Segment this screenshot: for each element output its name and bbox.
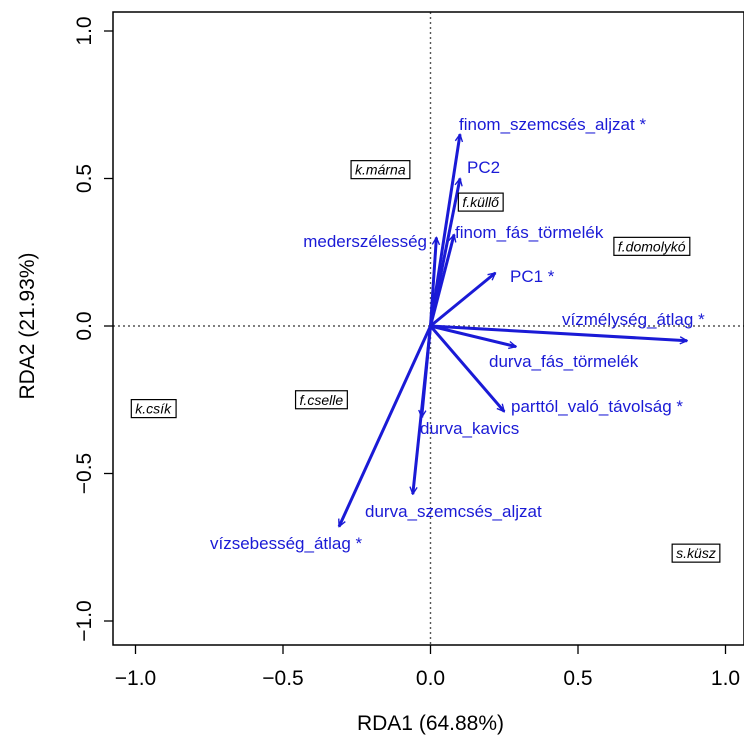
svg-text:f.küllő: f.küllő xyxy=(462,194,499,210)
y-tick-label: 0.0 xyxy=(73,311,96,340)
arrow-medersz-less-g xyxy=(429,238,437,327)
site-label: f.küllő xyxy=(457,192,504,212)
y-tick-label: −0.5 xyxy=(73,453,96,494)
svg-text:k.márna: k.márna xyxy=(355,162,406,178)
x-axis-label: RDA1 (64.88%) xyxy=(357,712,504,735)
y-tick-label: 1.0 xyxy=(73,16,96,45)
arrow-partt-l-val-t-vols-g xyxy=(429,325,506,412)
arrow-v-zsebess-g-tlag xyxy=(337,325,432,527)
svg-text:k.csík: k.csík xyxy=(135,401,172,417)
arrow-label: finom_szemcsés_aljzat * xyxy=(459,115,646,134)
svg-text:f.domolykó: f.domolykó xyxy=(618,238,686,254)
arrow-durva-szemcs-s-aljzat xyxy=(413,325,432,494)
arrow-label: mederszélesség xyxy=(303,232,427,251)
arrow-label: PC2 xyxy=(467,158,500,177)
y-tick-label: −1.0 xyxy=(73,600,96,641)
arrow-v-zm-lys-g-tlag xyxy=(430,324,688,341)
site-label: k.márna xyxy=(350,160,411,180)
site-label: k.csík xyxy=(130,399,177,419)
y-tick-label: 0.5 xyxy=(73,164,96,193)
svg-text:f.cselle: f.cselle xyxy=(300,392,344,408)
x-tick-label: 1.0 xyxy=(711,667,740,690)
svg-text:s.küsz: s.küsz xyxy=(676,545,716,561)
arrow-label: vízsebesség_átlag * xyxy=(210,534,363,553)
arrow-label: vízmélység_átlag * xyxy=(562,310,705,329)
arrow-layer: finom_szemcsés_aljzat * PC2 mederszélesség… xyxy=(210,115,705,553)
x-tick-label: −0.5 xyxy=(262,667,303,690)
site-label: s.küsz xyxy=(671,543,721,563)
arrow-label: PC1 * xyxy=(510,267,555,286)
arrow-finom-f-s-t-rmel-k xyxy=(429,235,455,327)
arrow-label: durva_szemcsés_aljzat xyxy=(365,502,542,521)
arrow-label: durva_kavics xyxy=(420,419,519,438)
arrow-label: finom_fás_törmelék xyxy=(455,223,604,242)
arrow-durva-f-s-t-rmel-k xyxy=(430,324,517,347)
site-label: f.domolykó xyxy=(613,236,691,256)
x-tick-label: −1.0 xyxy=(115,667,156,690)
site-layer: k.márna f.küllő f.domolykó k.csík f.cselle s.… xyxy=(130,160,721,563)
arrow-pc1 xyxy=(429,271,496,328)
x-tick-label: 0.0 xyxy=(416,667,445,690)
arrow-label: parttól_való_távolság * xyxy=(511,397,683,416)
axes-layer: −1.0 −0.5 0.0 0.5 1.0 −1.0 −0.5 0.0 0.5 1.0 xyxy=(73,11,744,690)
arrow-label: durva_fás_törmelék xyxy=(489,352,639,371)
site-label: f.cselle xyxy=(294,390,348,410)
x-tick-label: 0.5 xyxy=(563,667,592,690)
y-axis-label: RDA2 (21.93%) xyxy=(16,252,39,399)
plot-frame xyxy=(112,11,744,646)
